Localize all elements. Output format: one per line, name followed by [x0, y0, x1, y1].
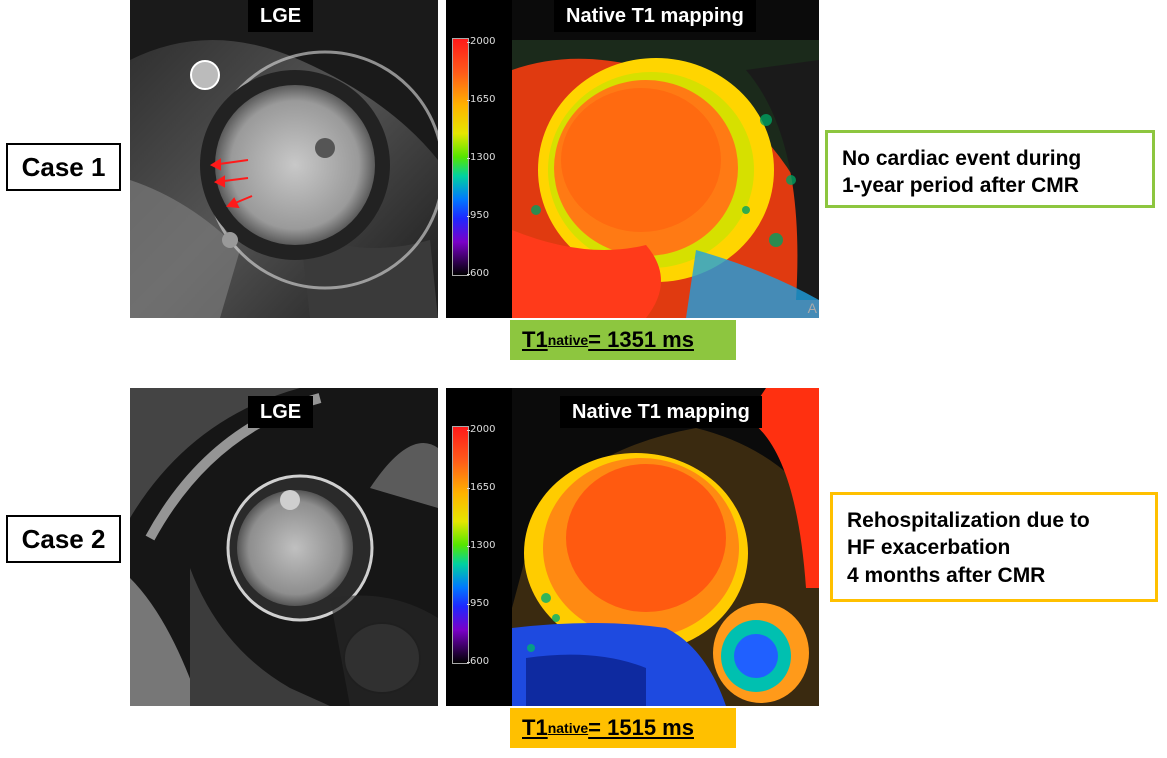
- case1-tick-2000: 2000: [466, 36, 496, 47]
- case2-t1-number: = 1515 ms: [588, 715, 694, 740]
- case2-outcome-line3: 4 months after CMR: [847, 563, 1046, 587]
- case1-corner-mark: A: [807, 300, 817, 316]
- case2-tick-1300: 1300: [466, 540, 496, 551]
- case2-tick-2000: 2000: [466, 424, 496, 435]
- case1-t1-subscript: native: [547, 332, 589, 348]
- case2-lge-title: LGE: [248, 396, 314, 428]
- case2-tick-950: 950: [466, 598, 490, 609]
- case2-color-scale: 2000 1650 1300 950 600: [446, 388, 512, 706]
- case2-lge-image: LGE: [130, 388, 438, 706]
- case2-t1-prefix: T1: [522, 715, 548, 740]
- case2-label: Case 2: [6, 515, 121, 563]
- case2-tick-1650: 1650: [466, 482, 496, 493]
- case1-t1-number: = 1351 ms: [588, 327, 694, 352]
- case1-outcome-line2: 1-year period after CMR: [842, 174, 1079, 198]
- case2-t1-map-image: 2000 1650 1300 950 600 Native T1 mapping: [446, 388, 819, 706]
- case1-outcome: No cardiac event during 1-year period af…: [825, 130, 1155, 208]
- case1-tick-1650: 1650: [466, 94, 496, 105]
- case1-t1-map-image: 2000 1650 1300 950 600 Native T1 mapping…: [446, 0, 819, 318]
- case2-t1-value: T1 native = 1515 ms: [510, 708, 736, 748]
- case2-tick-600: 600: [466, 656, 490, 667]
- case2-outcome: Rehospitalization due to HF exacerbation…: [830, 492, 1158, 602]
- case1-t1map-title: Native T1 mapping: [554, 0, 756, 32]
- case1-t1-prefix: T1: [522, 327, 548, 352]
- arrow-icons: [209, 158, 253, 209]
- case2-t1map-title: Native T1 mapping: [560, 396, 762, 428]
- case2-outcome-line2: HF exacerbation: [847, 536, 1011, 560]
- case1-lge-title: LGE: [248, 0, 314, 32]
- case2-outcome-line1: Rehospitalization due to: [847, 509, 1090, 532]
- case1-tick-1300: 1300: [466, 152, 496, 163]
- case1-lge-image: LGE: [130, 0, 438, 318]
- case1-label: Case 1: [6, 143, 121, 191]
- case1-color-scale: 2000 1650 1300 950 600: [446, 0, 512, 318]
- case1-outcome-line1: No cardiac event during: [842, 147, 1082, 170]
- case1-tick-600: 600: [466, 268, 490, 279]
- case2-t1-subscript: native: [547, 720, 589, 736]
- case1-tick-950: 950: [466, 210, 490, 221]
- case1-t1-value: T1 native = 1351 ms: [510, 320, 736, 360]
